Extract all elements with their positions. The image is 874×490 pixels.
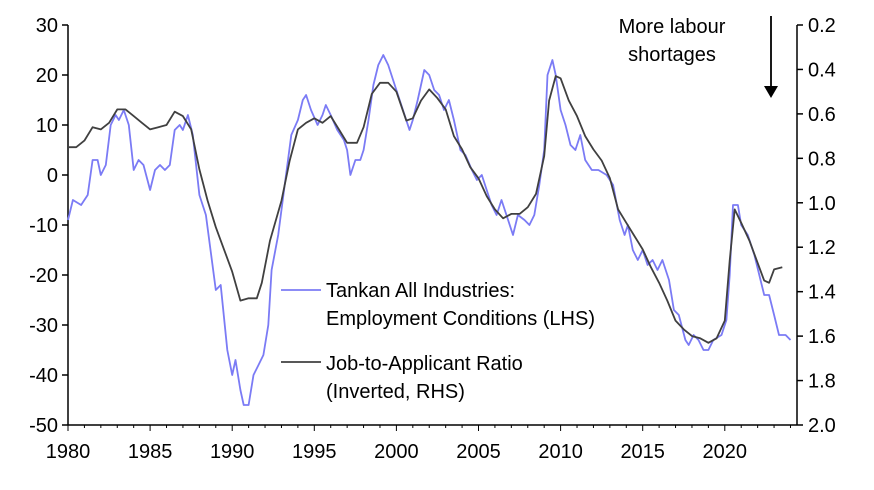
left-tick-label: 10 xyxy=(36,115,58,137)
right-tick-label: 0.2 xyxy=(808,15,836,37)
x-tick-label: 1995 xyxy=(292,441,337,463)
left-tick-label: -20 xyxy=(29,265,58,287)
x-tick-label: 1990 xyxy=(210,441,255,463)
left-tick-label: -40 xyxy=(29,365,58,387)
right-tick-label: 1.2 xyxy=(808,237,836,259)
left-tick-label: 30 xyxy=(36,15,58,37)
down-arrow-head-icon xyxy=(764,86,778,98)
legend-label: (Inverted, RHS) xyxy=(326,381,465,403)
left-tick-label: -50 xyxy=(29,415,58,437)
legend-label: Employment Conditions (LHS) xyxy=(326,308,595,330)
x-tick-label: 2000 xyxy=(374,441,419,463)
annotation-text: shortages xyxy=(628,44,716,66)
x-tick-label: 2020 xyxy=(703,441,748,463)
legend-label: Tankan All Industries: xyxy=(326,280,515,302)
left-tick-label: 20 xyxy=(36,65,58,87)
series-group xyxy=(67,54,792,406)
right-tick-label: 0.6 xyxy=(808,104,836,126)
right-tick-label: 0.8 xyxy=(808,148,836,170)
right-tick-label: 1.8 xyxy=(808,371,836,393)
right-tick-label: 1.4 xyxy=(808,282,836,304)
axes: 3020100-10-20-30-40-500.20.40.60.81.01.2… xyxy=(29,15,836,463)
x-tick-label: 2010 xyxy=(538,441,583,463)
x-tick-label: 1985 xyxy=(128,441,173,463)
annotation-text: More labour xyxy=(619,16,726,38)
right-tick-label: 1.6 xyxy=(808,326,836,348)
legend: Tankan All Industries: Employment Conditi… xyxy=(281,280,595,403)
left-tick-label: 0 xyxy=(47,165,58,187)
right-tick-label: 2.0 xyxy=(808,415,836,437)
x-tick-label: 2005 xyxy=(456,441,501,463)
annotation: More labour shortages xyxy=(619,16,778,98)
left-tick-label: -30 xyxy=(29,315,58,337)
right-tick-label: 0.4 xyxy=(808,59,836,81)
job-ratio-series-line xyxy=(68,75,783,344)
left-tick-label: -10 xyxy=(29,215,58,237)
x-tick-label: 1980 xyxy=(46,441,91,463)
legend-label: Job-to-Applicant Ratio xyxy=(326,353,523,375)
right-tick-label: 1.0 xyxy=(808,193,836,215)
x-tick-label: 2015 xyxy=(620,441,665,463)
